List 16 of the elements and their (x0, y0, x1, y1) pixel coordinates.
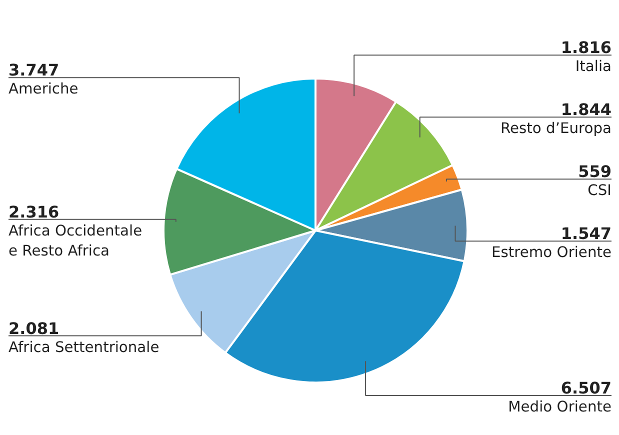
data-label: 1.844 (560, 100, 612, 120)
slice-label: Americhe (8, 80, 78, 98)
slice-label: CSI (588, 182, 612, 200)
slice-label: Resto d’Europa (500, 120, 612, 138)
data-label: 3.747 (8, 60, 60, 80)
slice-label: Medio Oriente (508, 398, 612, 416)
data-label: 6.507 (560, 378, 612, 398)
data-label: 1.816 (560, 38, 612, 58)
slice-label: Italia (575, 58, 612, 76)
slice-label: Estremo Oriente (492, 244, 612, 262)
data-label: 1.547 (560, 224, 612, 244)
data-label: 559 (578, 162, 612, 182)
slice-label: Africa Settentrionale (8, 338, 160, 356)
data-label: 2.081 (8, 318, 60, 338)
slice-label: Africa Occidentale e Resto Africa (8, 222, 142, 260)
data-label: 2.316 (8, 202, 60, 222)
